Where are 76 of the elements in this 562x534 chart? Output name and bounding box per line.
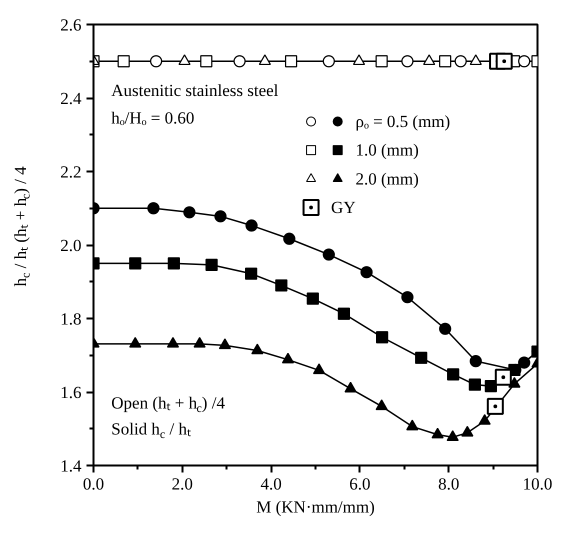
point	[245, 268, 258, 280]
point	[470, 54, 482, 66]
point	[129, 257, 142, 270]
point	[338, 308, 350, 320]
y-tick-label: 2.2	[60, 162, 82, 182]
point	[439, 55, 452, 68]
point	[446, 430, 459, 441]
point	[454, 55, 467, 68]
point	[150, 55, 162, 68]
point	[484, 380, 497, 392]
x-tick-label: 6.0	[349, 474, 371, 494]
y-axis-title: hc / hₜ (hₜ + hc) / 4	[11, 166, 32, 286]
point	[494, 368, 512, 386]
point	[214, 210, 227, 222]
point	[284, 55, 298, 68]
point	[233, 55, 246, 68]
point	[486, 398, 504, 415]
x-tick-label: 0.0	[82, 474, 104, 494]
point	[376, 399, 388, 410]
point	[206, 258, 218, 271]
point	[218, 338, 232, 350]
point	[470, 355, 482, 368]
point	[183, 206, 196, 218]
point	[496, 52, 513, 70]
point	[376, 55, 388, 68]
x-tick-label: 2.0	[172, 474, 193, 494]
x-tick-label: 8.0	[438, 474, 460, 494]
y-tick-label: 1.8	[60, 310, 82, 328]
point	[129, 336, 142, 348]
point	[251, 344, 264, 354]
point	[415, 352, 428, 364]
point	[147, 202, 160, 214]
annotation: hₒ/Hₒ = 0.60	[111, 108, 194, 128]
annotation: Austenitic stainless steel	[111, 81, 279, 100]
point	[478, 414, 491, 425]
point	[118, 55, 130, 68]
point	[401, 291, 414, 304]
point	[360, 266, 373, 278]
point	[194, 336, 206, 348]
point	[468, 378, 481, 391]
point	[376, 331, 388, 344]
point	[312, 363, 326, 374]
point	[401, 55, 414, 68]
y-tick-label: 1.6	[60, 383, 82, 402]
point	[283, 232, 296, 245]
legend-label: 1.0 (mm)	[355, 140, 419, 160]
point	[178, 54, 191, 66]
x-tick-label: 10.0	[522, 474, 552, 494]
point	[322, 55, 335, 68]
point	[432, 428, 444, 438]
point	[275, 279, 288, 292]
point	[344, 382, 357, 392]
point	[245, 219, 258, 232]
x-axis-title: M (KN·mm/mm)	[256, 498, 375, 516]
point	[258, 54, 271, 66]
point	[518, 55, 530, 68]
point	[306, 292, 319, 305]
legend-label: GY	[331, 198, 356, 218]
point	[282, 352, 294, 364]
point	[447, 368, 460, 380]
y-tick-label: 2.0	[60, 236, 82, 255]
point	[461, 426, 474, 437]
point	[168, 257, 180, 270]
y-tick-label: 1.4	[60, 456, 82, 476]
legend-label: 2.0 (mm)	[355, 169, 419, 188]
point	[166, 336, 180, 348]
point	[352, 54, 366, 66]
y-tick-label: 2.4	[60, 89, 82, 108]
y-tick-label: 2.6	[60, 16, 82, 34]
legend-label: ρₒ = 0.5 (mm)	[355, 112, 450, 132]
point	[200, 55, 212, 68]
point	[322, 248, 335, 261]
point	[406, 420, 418, 430]
x-tick-label: 4.0	[260, 474, 282, 494]
point	[439, 322, 452, 335]
point	[423, 54, 436, 66]
